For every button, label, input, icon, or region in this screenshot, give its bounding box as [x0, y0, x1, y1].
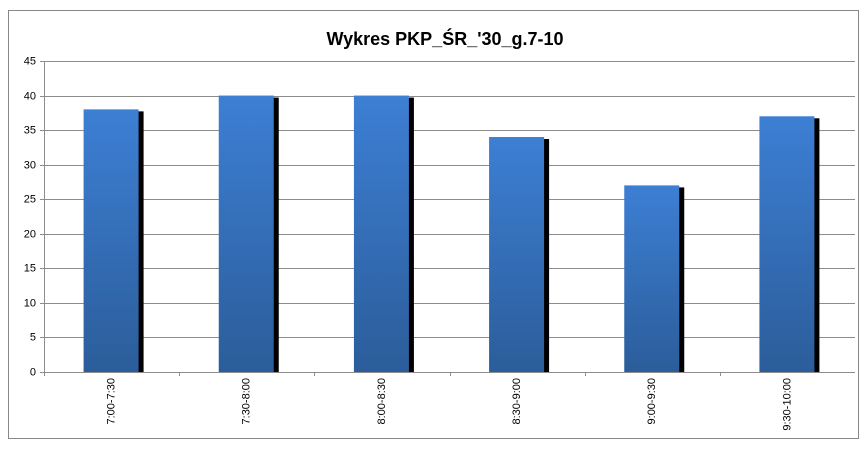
y-tick-label: 30 [24, 159, 36, 171]
x-tick-label: 7:30-8:00 [241, 378, 253, 424]
y-tick-label: 10 [24, 297, 36, 309]
y-tick-label: 0 [30, 366, 36, 378]
x-tick-label: 8:00-8:30 [376, 378, 388, 424]
bar [353, 95, 409, 373]
y-tick-label: 25 [24, 193, 36, 205]
x-tick-label: 8:30-9:00 [511, 378, 523, 424]
x-tick-label: 7:00-7:30 [105, 378, 117, 424]
y-tick-label: 20 [24, 228, 36, 240]
y-tick-label: 45 [24, 55, 36, 67]
bar [759, 116, 815, 373]
chart-border [8, 10, 859, 439]
bar [624, 185, 680, 372]
x-tick-label: 9:30-10:00 [781, 378, 793, 431]
y-tick-label: 40 [24, 90, 36, 102]
bar [218, 95, 274, 373]
y-tick-label: 15 [24, 262, 36, 274]
x-tick-label: 9:00-9:30 [646, 378, 658, 424]
bar [489, 137, 545, 372]
y-tick-label: 35 [24, 124, 36, 136]
bar [83, 109, 139, 372]
chart-title: Wykres PKP_ŚR_'30_g.7-10 [326, 28, 563, 49]
y-tick-label: 5 [30, 331, 36, 343]
